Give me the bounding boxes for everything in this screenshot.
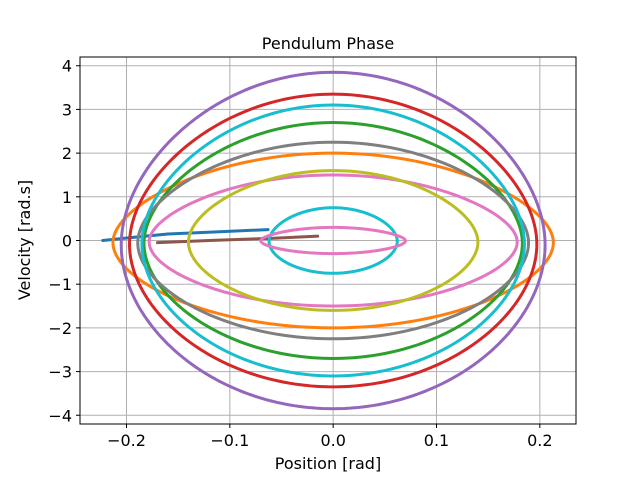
y-tick-label: 3 <box>62 100 72 119</box>
x-tick-label: −0.1 <box>210 431 249 450</box>
series-line-12 <box>259 225 408 256</box>
x-tick-label: 0.1 <box>424 431 449 450</box>
x-tick-label: −0.2 <box>107 431 146 450</box>
y-tick-label: 2 <box>62 144 72 163</box>
series-line-7 <box>147 173 519 308</box>
y-tick-label: 1 <box>62 188 72 207</box>
y-tick-label: −3 <box>48 363 72 382</box>
x-ticks: −0.2 −0.1 0.0 0.1 0.2 <box>107 424 553 450</box>
y-ticks: −4 −3 −2 −1 0 1 2 3 4 <box>48 57 80 425</box>
series-line-5 <box>119 70 547 411</box>
series-lines <box>101 70 555 411</box>
grid <box>80 57 576 424</box>
series-line-6 <box>156 234 320 245</box>
series-line-2 <box>111 151 555 330</box>
x-axis-label: Position [rad] <box>275 454 381 473</box>
x-tick-label: 0.2 <box>527 431 552 450</box>
series-line-4 <box>128 92 539 389</box>
x-tick-label: 0.0 <box>320 431 345 450</box>
y-axis-label: Velocity [rad.s] <box>15 180 34 300</box>
y-tick-label: 4 <box>62 57 72 76</box>
series-line-1 <box>101 228 270 242</box>
series-line-10 <box>140 103 526 378</box>
series-line-8 <box>136 140 531 341</box>
y-tick-label: −2 <box>48 319 72 338</box>
chart-title: Pendulum Phase <box>262 34 394 53</box>
y-tick-label: −4 <box>48 406 72 425</box>
y-tick-label: 0 <box>62 232 72 251</box>
series-line-9 <box>186 169 480 312</box>
series-line-3 <box>142 121 524 360</box>
series-line-11 <box>267 206 399 275</box>
y-tick-label: −1 <box>48 275 72 294</box>
